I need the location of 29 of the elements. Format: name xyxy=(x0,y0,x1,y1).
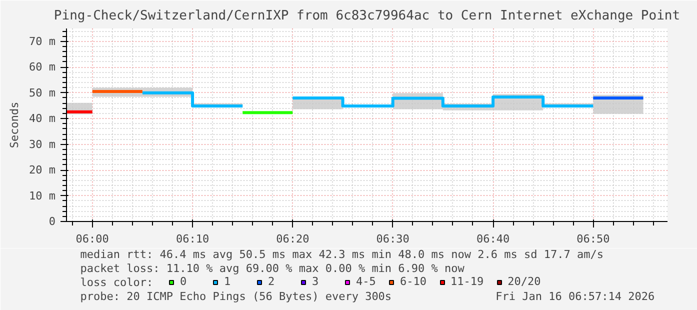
legend-title: loss color: xyxy=(80,276,154,289)
y-tick-label: 40 m xyxy=(29,112,56,126)
x-tick-label: 06:20 xyxy=(276,232,310,246)
legend-label: 11-19 xyxy=(450,275,484,288)
x-tick-label: 06:50 xyxy=(576,232,610,246)
text: median rtt: 46.4 ms avg 50.5 ms max 42.3 ms min 48.0 ms now 2.6 ms sd 17.7 am/s xyxy=(80,248,604,261)
legend-label: 4-5 xyxy=(356,275,376,288)
legend-label: 20/20 xyxy=(508,275,541,288)
y-tick-label: 20 m xyxy=(29,164,56,177)
y-tick-label: 30 m xyxy=(29,138,56,151)
legend-label: 6-10 xyxy=(400,275,426,288)
y-tick-label: 70 m xyxy=(29,34,56,48)
x-tick-label: 06:10 xyxy=(176,232,210,246)
x-tick-label: 06:40 xyxy=(476,232,510,246)
y-tick-label: 60 m xyxy=(29,60,56,74)
text: probe: 20 ICMP Echo Pings (56 Bytes) every 300s xyxy=(80,290,392,303)
y-tick-label: 10 m xyxy=(29,189,56,202)
text: packet loss: 11.10 % avg 69.00 % max 0.00 % min 6.90 % now xyxy=(80,262,465,275)
chart-title: Ping-Check/Switzerland/CernIXP from 6c83c79964ac to Cern Internet eXchange Point xyxy=(54,8,680,24)
x-tick-label: 06:00 xyxy=(76,232,109,246)
y-tick-label: 50 m xyxy=(29,86,56,100)
text: Fri Jan 16 06:57:14 2026 xyxy=(496,290,655,303)
y-tick-label: 0 xyxy=(48,215,56,228)
legend-label: 0 xyxy=(180,275,188,288)
y-axis-title: Seconds xyxy=(8,102,22,148)
legend-label: 3 xyxy=(312,275,320,288)
legend-label: 2 xyxy=(268,275,276,288)
x-tick-label: 06:30 xyxy=(376,232,410,246)
legend-label: 1 xyxy=(224,275,232,288)
